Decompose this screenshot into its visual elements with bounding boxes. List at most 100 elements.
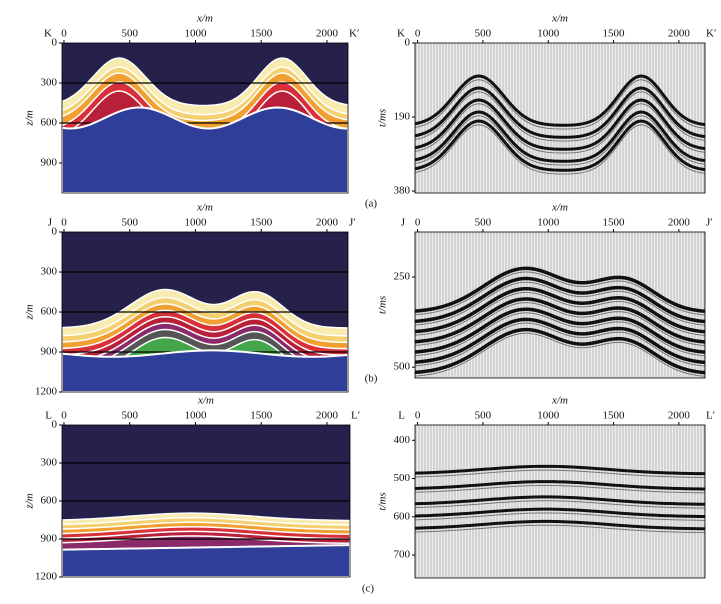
- reflector-side: [415, 291, 705, 336]
- y-tick-label: 250: [394, 271, 411, 283]
- y-tick-label: 1200: [35, 571, 58, 583]
- left-label: K: [397, 28, 405, 40]
- reflector-side: [415, 322, 705, 367]
- y-tick-label: 380: [394, 185, 411, 197]
- reflector-side: [415, 332, 705, 377]
- reflector: [415, 317, 705, 365]
- y-tick-label: 1200: [35, 386, 58, 398]
- y-tick-label: 700: [394, 549, 411, 561]
- reflector-side: [415, 124, 705, 175]
- y-axis-label: z/m: [24, 304, 36, 320]
- x-tick-label: 0: [61, 217, 67, 229]
- x-tick-label: 1000: [537, 410, 560, 422]
- plot-frame: [414, 231, 706, 379]
- panel-image: [415, 425, 705, 578]
- reflector-side: [415, 484, 705, 494]
- right-label: L′: [706, 410, 715, 422]
- x-tick-label: 2000: [316, 410, 339, 422]
- x-tick-label: 2000: [668, 28, 691, 40]
- y-axis-label: z/m: [24, 493, 36, 509]
- reflector: [415, 119, 705, 172]
- x-tick-label: 500: [475, 410, 492, 422]
- caption: (c): [362, 583, 375, 595]
- y-tick-label: 500: [394, 361, 411, 373]
- reflector-side: [415, 79, 705, 130]
- x-tick-label: 0: [415, 217, 421, 229]
- reflector-side: [415, 500, 705, 509]
- y-axis-label: z/m: [24, 110, 36, 126]
- right-label: L′: [351, 410, 360, 422]
- y-tick-label: 0: [52, 226, 58, 238]
- y-tick-label: 900: [41, 157, 58, 169]
- x-tick-label: 500: [121, 410, 138, 422]
- x-axis-label: x/m: [196, 13, 213, 25]
- x-tick-label: 2000: [668, 410, 691, 422]
- reflector: [415, 480, 705, 491]
- reflector-side: [415, 115, 705, 166]
- left-label: L: [398, 410, 405, 422]
- reflector: [415, 98, 705, 151]
- reflector: [415, 86, 705, 139]
- reflector: [415, 297, 705, 344]
- y-tick-label: 0: [52, 419, 58, 431]
- x-tick-label: 1500: [250, 217, 273, 229]
- basement: [62, 349, 348, 392]
- right-label: K′: [349, 28, 359, 40]
- x-tick-label: 1500: [603, 28, 626, 40]
- y-tick-label: 0: [405, 37, 411, 49]
- y-tick-label: 300: [41, 457, 58, 469]
- panel-image: [415, 43, 705, 193]
- reflector-side: [415, 469, 705, 479]
- reflector: [415, 507, 705, 519]
- reflector: [415, 307, 705, 354]
- y-tick-label: 500: [394, 472, 411, 484]
- x-tick-label: 1500: [603, 410, 626, 422]
- x-tick-label: 0: [61, 410, 67, 422]
- right-label: J′: [706, 217, 713, 229]
- x-tick-label: 0: [415, 28, 421, 40]
- left-label: L: [45, 410, 52, 422]
- panel-image: [62, 232, 348, 392]
- x-tick-label: 1000: [184, 28, 207, 40]
- y-axis-label: t/ms: [377, 492, 389, 510]
- x-tick-label: 1500: [250, 28, 273, 40]
- caption: (a): [365, 198, 378, 210]
- x-tick-label: 1000: [184, 217, 207, 229]
- reflector: [415, 266, 705, 314]
- x-tick-label: 2000: [668, 217, 691, 229]
- y-axis-label: t/ms: [377, 296, 389, 314]
- x-tick-label: 500: [475, 28, 492, 40]
- panel-image: [415, 232, 705, 378]
- y-tick-label: 600: [41, 495, 58, 507]
- x-tick-label: 1500: [603, 217, 626, 229]
- x-axis-label: x/m: [196, 202, 213, 214]
- right-label: K′: [706, 28, 716, 40]
- caption: (b): [365, 373, 378, 385]
- reflector-side: [415, 103, 705, 154]
- y-tick-label: 0: [52, 37, 58, 49]
- reflector-side: [415, 312, 705, 357]
- reflector: [415, 287, 705, 334]
- y-tick-label: 900: [41, 533, 58, 545]
- reflector-side: [415, 512, 705, 521]
- reflector: [415, 519, 705, 531]
- y-tick-label: 400: [394, 434, 411, 446]
- x-tick-label: 1000: [537, 217, 560, 229]
- reflector: [415, 276, 705, 324]
- reflector: [415, 110, 705, 163]
- x-axis-label: x/m: [551, 202, 568, 214]
- reflector-side: [415, 91, 705, 142]
- left-label: J: [48, 217, 53, 229]
- x-tick-label: 0: [61, 28, 67, 40]
- y-tick-label: 600: [394, 510, 411, 522]
- basement: [62, 106, 348, 193]
- right-label: J′: [349, 217, 356, 229]
- reflector-side: [415, 302, 705, 347]
- y-axis-label: t/ms: [377, 109, 389, 127]
- reflector-side: [415, 281, 705, 326]
- y-tick-label: 600: [41, 117, 58, 129]
- reflector: [415, 327, 705, 375]
- left-label: J: [401, 217, 406, 229]
- left-label: K: [44, 28, 52, 40]
- x-tick-label: 500: [121, 28, 138, 40]
